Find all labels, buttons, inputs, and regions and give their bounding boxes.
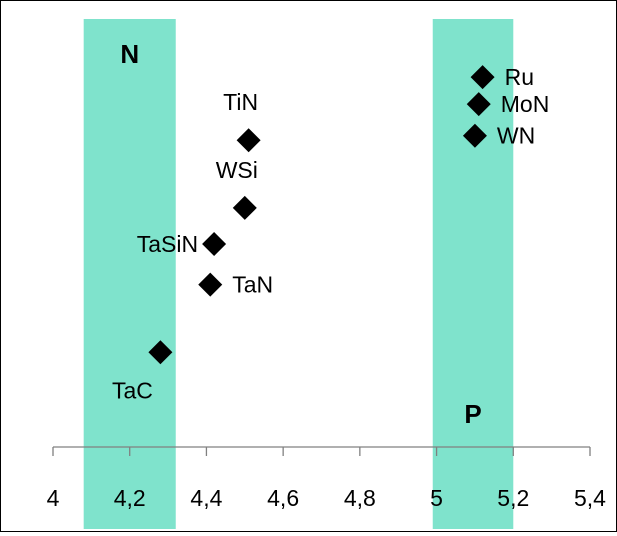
x-tick-label: 4,6 xyxy=(267,485,299,511)
point-label-tasin: TaSiN xyxy=(137,231,198,257)
x-tick-label: 5,4 xyxy=(574,485,606,511)
point-wn xyxy=(462,123,487,148)
band-layer: NP xyxy=(83,19,514,529)
point-label-wsi: WSi xyxy=(216,157,258,183)
x-tick-label: 4 xyxy=(47,485,60,511)
point-tin xyxy=(236,128,261,153)
point-label-ru: Ru xyxy=(505,64,534,90)
x-tick-label: 5,2 xyxy=(497,485,529,511)
point-label-tac: TaC xyxy=(112,377,153,403)
band-label-n: N xyxy=(120,39,139,69)
point-label-wn: WN xyxy=(497,123,535,149)
point-label-tan: TaN xyxy=(232,272,273,298)
point-wsi xyxy=(232,195,257,220)
x-tick-label: 4,4 xyxy=(190,485,222,511)
point-tasin xyxy=(202,232,227,256)
point-tan xyxy=(198,272,223,297)
x-tick-label: 4,2 xyxy=(114,485,146,511)
band-n xyxy=(83,19,176,529)
point-label-tin: TiN xyxy=(223,89,258,115)
point-tac xyxy=(148,340,173,365)
points-layer xyxy=(148,65,495,365)
x-axis: 4 4,2 4,4 4,6 4,8 5 5,2 5,4 xyxy=(47,446,606,511)
point-label-mon: MoN xyxy=(501,91,550,117)
x-tick-label: 5 xyxy=(430,485,443,511)
point-ru xyxy=(470,65,495,90)
band-label-p: P xyxy=(464,399,481,429)
point-mon xyxy=(466,92,491,117)
x-tick-label: 4,8 xyxy=(344,485,376,511)
